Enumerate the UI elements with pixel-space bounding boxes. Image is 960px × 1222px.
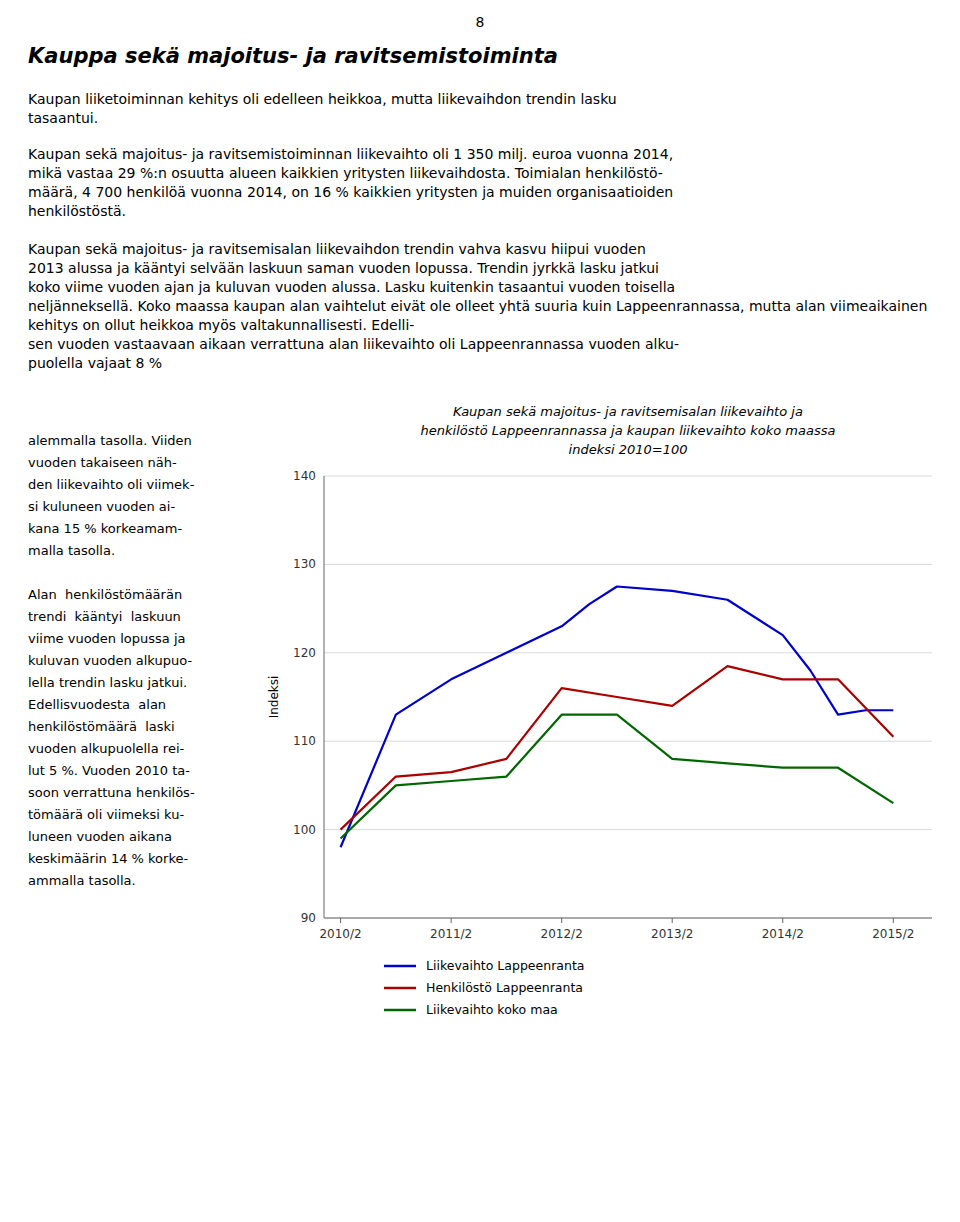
y-tick-label: 110 xyxy=(293,734,316,748)
left-column: alemmalla tasolla. Viidenvuoden takaisee… xyxy=(28,430,253,914)
legend-swatch xyxy=(384,965,416,968)
grid-line xyxy=(324,741,932,742)
x-axis xyxy=(324,918,932,919)
left-column-line: kana 15 % korkeamam- xyxy=(28,518,253,540)
grid-line xyxy=(324,564,932,565)
grid-line xyxy=(324,829,932,830)
left-column-line: Alan henkilöstömäärän xyxy=(28,584,253,606)
x-tick xyxy=(340,918,341,923)
y-tick-label: 120 xyxy=(293,646,316,660)
left-column-line: malla tasolla. xyxy=(28,540,253,562)
legend-label: Henkilöstö Lappeenranta xyxy=(426,980,583,995)
legend-label: Liikevaihto koko maa xyxy=(426,1002,558,1017)
left-column-line: alemmalla tasolla. Viiden xyxy=(28,430,253,452)
paragraph: Kaupan sekä majoitus- ja ravitsemisalan … xyxy=(28,240,932,373)
series-line xyxy=(341,715,894,839)
left-column-line: si kuluneen vuoden ai- xyxy=(28,496,253,518)
x-tick-label: 2015/2 xyxy=(872,927,914,941)
series-line xyxy=(341,587,894,848)
y-tick-label: 140 xyxy=(293,469,316,483)
left-column-line: luneen vuoden aikana xyxy=(28,826,253,848)
series-line xyxy=(341,666,894,830)
left-column-block: Alan henkilöstömääräntrendi kääntyi lask… xyxy=(28,584,253,892)
left-column-line: keskimäärin 14 % korke- xyxy=(28,848,253,870)
y-tick-label: 90 xyxy=(301,911,316,925)
left-column-line: Edellisvuodesta alan xyxy=(28,694,253,716)
y-tick-label: 130 xyxy=(293,557,316,571)
grid-line xyxy=(324,476,932,477)
left-column-line: den liikevaihto oli viimek- xyxy=(28,474,253,496)
main-title: Kauppa sekä majoitus- ja ravitsemistoimi… xyxy=(28,44,558,68)
left-column-line: soon verrattuna henkilös- xyxy=(28,782,253,804)
left-column-line: viime vuoden lopussa ja xyxy=(28,628,253,650)
left-column-line: kuluvan vuoden alkupuo- xyxy=(28,650,253,672)
legend: Liikevaihto Lappeenranta Henkilöstö Lappe… xyxy=(384,958,584,1017)
plot-area xyxy=(341,587,894,848)
x-tick xyxy=(893,918,894,923)
legend-swatch xyxy=(384,1009,416,1012)
left-column-line: lella trendin lasku jatkui. xyxy=(28,672,253,694)
grid-line xyxy=(324,652,932,653)
y-axis-label: Indeksi xyxy=(267,676,281,719)
legend-swatch xyxy=(384,987,416,990)
left-column-line: ammalla tasolla. xyxy=(28,870,253,892)
paragraph: Kaupan sekä majoitus- ja ravitsemistoimi… xyxy=(28,145,932,221)
y-tick-label: 100 xyxy=(293,823,316,837)
x-tick xyxy=(451,918,452,923)
chart-title: henkilöstö Lappeenrannassa ja kaupan lii… xyxy=(421,423,836,438)
legend-label: Liikevaihto Lappeenranta xyxy=(426,958,584,973)
grid-line xyxy=(324,918,932,919)
left-column-line: trendi kääntyi laskuun xyxy=(28,606,253,628)
y-axis xyxy=(324,476,325,918)
left-column-line: lut 5 %. Vuoden 2010 ta- xyxy=(28,760,253,782)
chart-title: Kaupan sekä majoitus- ja ravitsemisalan … xyxy=(453,404,803,419)
x-tick-label: 2010/2 xyxy=(319,927,361,941)
x-tick xyxy=(561,918,562,923)
left-column-block: alemmalla tasolla. Viidenvuoden takaisee… xyxy=(28,430,253,562)
x-tick-label: 2013/2 xyxy=(651,927,693,941)
x-tick-label: 2014/2 xyxy=(762,927,804,941)
chart: Kaupan sekä majoitus- ja ravitsemisalan … xyxy=(262,398,952,1038)
x-tick-label: 2012/2 xyxy=(541,927,583,941)
left-column-line: vuoden alkupuolella rei- xyxy=(28,738,253,760)
paragraph: Kaupan liiketoiminnan kehitys oli edelle… xyxy=(28,90,932,128)
left-column-line: tömäärä oli viimeksi ku- xyxy=(28,804,253,826)
chart-subtitle: indeksi 2010=100 xyxy=(569,442,688,457)
x-tick xyxy=(782,918,783,923)
page-number: 8 xyxy=(0,14,960,30)
left-column-line: henkilöstömäärä laski xyxy=(28,716,253,738)
x-tick-label: 2011/2 xyxy=(430,927,472,941)
x-tick xyxy=(672,918,673,923)
left-column-line: vuoden takaiseen näh- xyxy=(28,452,253,474)
